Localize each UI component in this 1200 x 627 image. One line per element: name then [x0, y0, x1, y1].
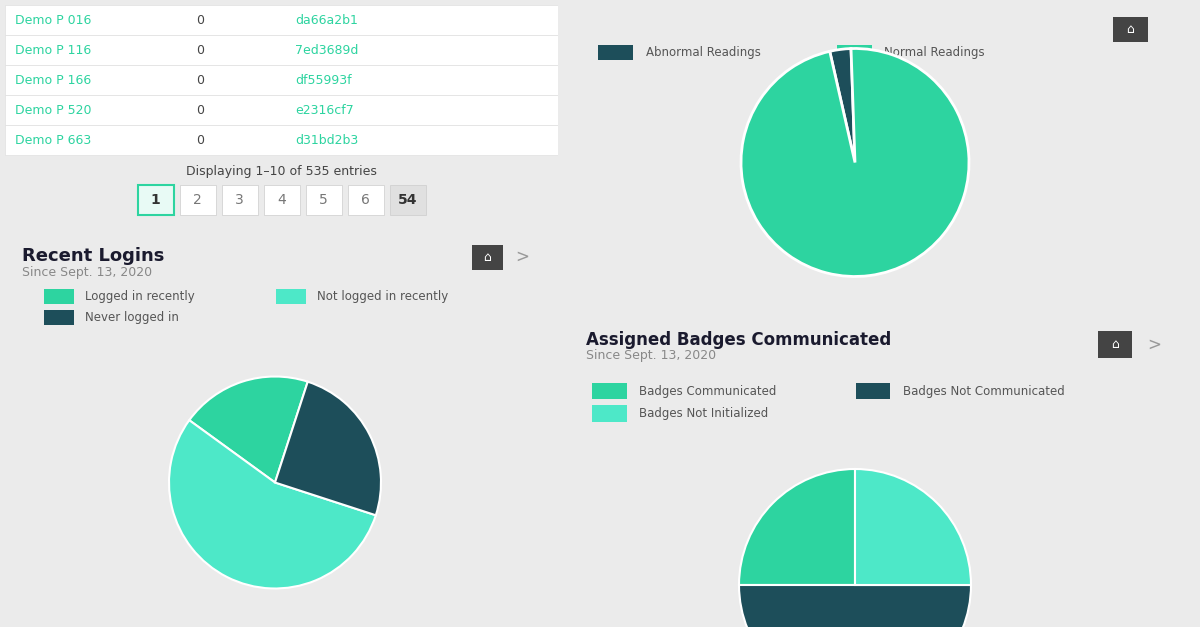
- Text: 54: 54: [397, 193, 418, 207]
- Text: d31bd2b3: d31bd2b3: [295, 134, 359, 147]
- FancyBboxPatch shape: [5, 65, 558, 95]
- Text: Demo P 166: Demo P 166: [14, 73, 91, 87]
- Text: ⌂: ⌂: [1111, 338, 1118, 351]
- Wedge shape: [739, 469, 854, 585]
- Text: ⌂: ⌂: [1127, 23, 1134, 36]
- Text: Normal Readings: Normal Readings: [884, 46, 985, 59]
- FancyBboxPatch shape: [138, 185, 174, 215]
- Wedge shape: [829, 48, 854, 162]
- Text: Since Sept. 13, 2020: Since Sept. 13, 2020: [22, 266, 151, 280]
- FancyBboxPatch shape: [222, 185, 258, 215]
- Text: Demo P 116: Demo P 116: [14, 43, 91, 56]
- Text: Assigned Badges Communicated: Assigned Badges Communicated: [586, 330, 892, 349]
- Text: 0: 0: [196, 43, 204, 56]
- FancyBboxPatch shape: [5, 125, 558, 155]
- FancyBboxPatch shape: [5, 95, 558, 125]
- Text: 0: 0: [196, 134, 204, 147]
- Text: Since Sept. 13, 2020: Since Sept. 13, 2020: [586, 349, 716, 362]
- FancyBboxPatch shape: [264, 185, 300, 215]
- FancyBboxPatch shape: [592, 406, 626, 422]
- FancyBboxPatch shape: [5, 5, 558, 35]
- Text: Logged in recently: Logged in recently: [85, 290, 194, 303]
- FancyBboxPatch shape: [180, 185, 216, 215]
- Text: 0: 0: [196, 14, 204, 26]
- Text: 4: 4: [277, 193, 286, 207]
- Text: Demo P 663: Demo P 663: [14, 134, 91, 147]
- FancyBboxPatch shape: [5, 35, 558, 65]
- Text: e2316cf7: e2316cf7: [295, 103, 354, 117]
- FancyBboxPatch shape: [276, 289, 306, 303]
- FancyBboxPatch shape: [306, 185, 342, 215]
- FancyBboxPatch shape: [599, 45, 632, 60]
- Text: Recent Logins: Recent Logins: [22, 246, 164, 265]
- Text: ⌂: ⌂: [484, 251, 491, 264]
- Text: 2: 2: [193, 193, 202, 207]
- FancyBboxPatch shape: [856, 382, 890, 399]
- Text: da66a2b1: da66a2b1: [295, 14, 358, 26]
- Text: Demo P 016: Demo P 016: [14, 14, 91, 26]
- Wedge shape: [742, 48, 968, 277]
- FancyBboxPatch shape: [1114, 17, 1148, 41]
- FancyBboxPatch shape: [473, 245, 503, 270]
- Text: Badges Not Initialized: Badges Not Initialized: [640, 408, 768, 421]
- FancyBboxPatch shape: [1098, 330, 1133, 358]
- Text: >: >: [1147, 335, 1162, 354]
- FancyBboxPatch shape: [390, 185, 426, 215]
- Text: 0: 0: [196, 73, 204, 87]
- Text: Never logged in: Never logged in: [85, 312, 179, 324]
- Text: 6: 6: [361, 193, 370, 207]
- FancyBboxPatch shape: [348, 185, 384, 215]
- Text: Demo P 520: Demo P 520: [14, 103, 91, 117]
- Text: Badges Communicated: Badges Communicated: [640, 384, 776, 398]
- Wedge shape: [739, 585, 971, 627]
- Wedge shape: [275, 382, 380, 515]
- Wedge shape: [854, 469, 971, 585]
- Text: df55993f: df55993f: [295, 73, 352, 87]
- FancyBboxPatch shape: [43, 289, 74, 303]
- FancyBboxPatch shape: [838, 45, 871, 60]
- Text: 0: 0: [196, 103, 204, 117]
- Text: 1: 1: [151, 193, 161, 207]
- Text: >: >: [515, 248, 529, 266]
- Text: Not logged in recently: Not logged in recently: [318, 290, 449, 303]
- Text: 7ed3689d: 7ed3689d: [295, 43, 359, 56]
- Text: Badges Not Communicated: Badges Not Communicated: [902, 384, 1064, 398]
- Wedge shape: [169, 420, 376, 589]
- Text: 5: 5: [319, 193, 328, 207]
- Text: Abnormal Readings: Abnormal Readings: [646, 46, 761, 59]
- FancyBboxPatch shape: [592, 382, 626, 399]
- FancyBboxPatch shape: [43, 310, 74, 325]
- Text: Displaying 1–10 of 535 entries: Displaying 1–10 of 535 entries: [186, 164, 377, 177]
- Text: 3: 3: [235, 193, 244, 207]
- Wedge shape: [190, 376, 307, 483]
